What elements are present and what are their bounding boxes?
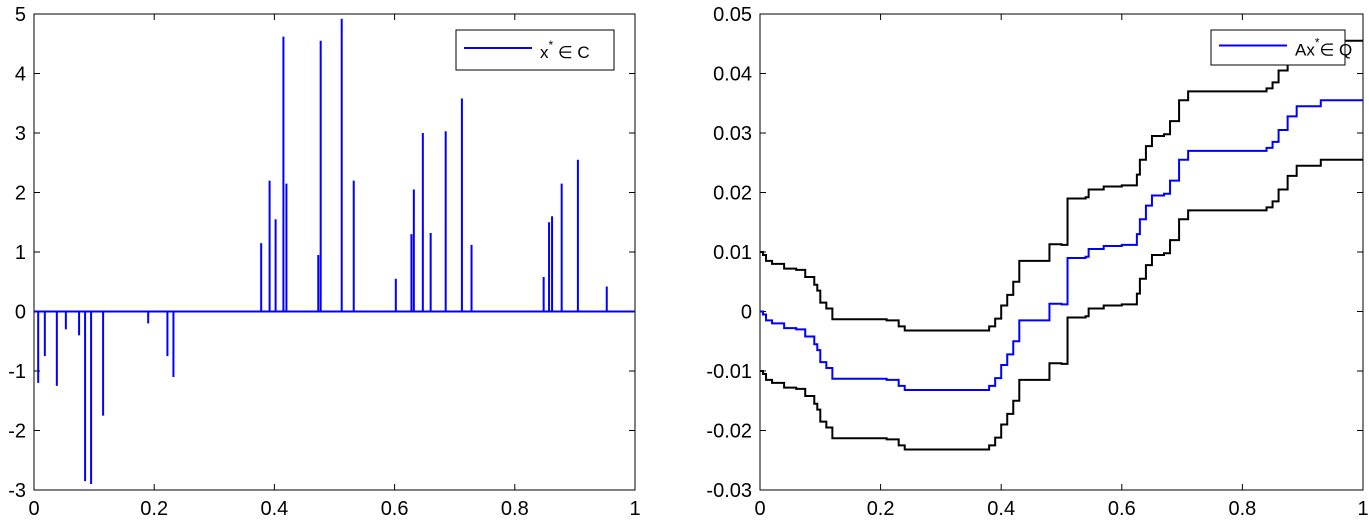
- x-tick-label: 0.2: [867, 498, 895, 520]
- y-tick-label: 3: [15, 123, 26, 145]
- legend-box: [455, 29, 615, 71]
- legend-entry: x* ∈ C: [540, 38, 590, 62]
- x-tick-label: 0.8: [501, 498, 529, 520]
- y-tick-label: -0.01: [706, 361, 752, 383]
- y-tick-label: 0.05: [713, 4, 752, 26]
- x-tick-label: 0.8: [1228, 498, 1256, 520]
- x-tick-label: 0.4: [987, 498, 1015, 520]
- y-tick-label: 0: [15, 302, 26, 324]
- legend: x* ∈ C: [455, 29, 615, 71]
- axes-box: [33, 13, 636, 491]
- series-line-2: [760, 158, 1363, 451]
- y-tick-label: 4: [15, 64, 26, 86]
- x-tick-label: 0: [754, 498, 765, 520]
- y-tick-label: 0: [741, 302, 752, 324]
- legend-box: [1210, 29, 1346, 66]
- x-tick-label: 0.6: [381, 498, 409, 520]
- series-line-1: [760, 39, 1363, 332]
- y-tick-label: -0.02: [706, 421, 752, 443]
- y-tick-label: -2: [8, 421, 26, 443]
- legend-entry: Ax*∈ Q: [1295, 36, 1352, 60]
- x-tick-label: 0: [28, 498, 39, 520]
- y-tick-label: 1: [15, 242, 26, 264]
- x-tick-label: 0.4: [260, 498, 288, 520]
- y-tick-label: 0.02: [713, 183, 752, 205]
- y-tick-label: 5: [15, 4, 26, 26]
- legend: Ax*∈ Q: [1210, 29, 1352, 66]
- right-plot-panel: 0 0.2 0.4 0.6 0.8 1 -0.03 -0.02 -0.01 0 0.01 0.02 0.…: [706, 4, 1368, 520]
- x-tick-label: 1: [629, 498, 640, 520]
- y-tick-label: 2: [15, 183, 26, 205]
- y-tick-label: 0.03: [713, 123, 752, 145]
- y-tick-label: -1: [8, 361, 26, 383]
- x-tick-label: 1: [1357, 498, 1368, 520]
- y-tick-label: 0.01: [713, 242, 752, 264]
- y-tick-label: 0.04: [713, 64, 752, 86]
- y-tick-label: -3: [8, 480, 26, 502]
- left-plot-panel: 0 0.2 0.4 0.6 0.8 1 -3 -2 -1 0 1 2 3 4 5 x* ∈ C: [8, 4, 640, 520]
- x-tick-label: 0.2: [140, 498, 168, 520]
- y-tick-label: -0.03: [706, 480, 752, 502]
- series-line-0: [760, 99, 1363, 392]
- x-tick-label: 0.6: [1108, 498, 1136, 520]
